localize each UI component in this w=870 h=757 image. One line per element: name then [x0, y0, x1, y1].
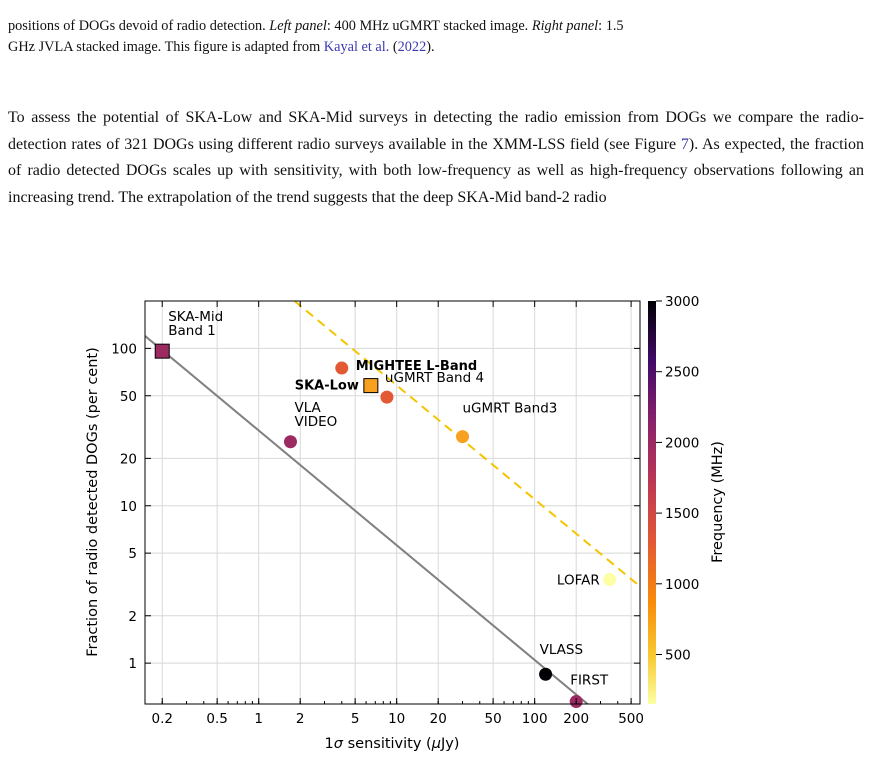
x-tick-label: 1 [254, 711, 263, 727]
fit-line-solid [145, 335, 590, 704]
point-label: uGMRT Band 4 [385, 370, 484, 386]
x-tick-label: 0.2 [151, 711, 172, 727]
point-circle [603, 572, 617, 586]
point-circle [283, 435, 297, 449]
x-tick-label: 500 [618, 711, 644, 727]
x-tick-label: 200 [563, 711, 589, 727]
x-tick-label: 10 [388, 711, 405, 727]
point-circle [335, 361, 349, 375]
citation-author-link[interactable]: Kayal et al. [323, 39, 390, 55]
point-label-2: VIDEO [294, 414, 337, 430]
colorbar-tick-label: 1000 [665, 577, 699, 593]
body-paragraph: To assess the potential of SKA-Low and S… [8, 109, 865, 206]
colorbar-tick-label: 500 [665, 648, 691, 664]
y-axis-ticks: 1 2 5 10 20 50 100 [111, 341, 640, 672]
y-tick-label: 100 [111, 341, 137, 357]
point-label: uGMRT Band3 [463, 401, 558, 417]
plot-frame [144, 300, 641, 705]
x-tick-label: 20 [430, 711, 447, 727]
point-circle [456, 430, 470, 444]
point-label: SKA-Mid [168, 309, 223, 325]
colorbar-tick-label: 1500 [665, 506, 699, 522]
grid-lines [145, 301, 640, 704]
x-tick-label: 100 [522, 711, 548, 727]
citation-year-link[interactable]: 2022 [397, 39, 427, 55]
caption-left-panel: Left panel [269, 18, 327, 34]
colorbar-label: Frequency (MHz) [710, 441, 726, 563]
y-tick-label: 50 [120, 389, 137, 405]
point-square [363, 378, 379, 394]
x-tick-label: 0.5 [206, 711, 227, 727]
caption-right-panel: Right panel [531, 18, 599, 34]
caption-line-1: positions of DOGs devoid of radio detect… [8, 18, 624, 34]
point-label: SKA-Low [295, 379, 359, 394]
x-axis-label: 1σ sensitivity (μJy) [325, 736, 460, 752]
colorbar-tick-label: 2000 [665, 435, 699, 451]
point-circle [539, 667, 553, 681]
y-tick-label: 10 [120, 499, 137, 515]
figure-reference-link[interactable]: 7 [680, 135, 689, 153]
point-label-2: Band 1 [168, 323, 216, 339]
point-label: VLASS [540, 642, 583, 658]
point-label: VLA [294, 400, 321, 416]
colorbar-ticks: 500 1000 1500 2000 2500 3000 [656, 294, 699, 664]
y-tick-label: 20 [120, 451, 137, 467]
x-tick-label: 5 [351, 711, 360, 727]
caption-line-2: GHz JVLA stacked image. This figure is a… [8, 39, 435, 55]
point-label: FIRST [570, 673, 609, 689]
x-axis-ticks: 0.2 0.5 1 2 5 10 20 50 100 200 500 [151, 301, 644, 727]
data-points [154, 343, 617, 709]
point-square [154, 343, 170, 359]
y-tick-label: 1 [128, 656, 137, 672]
point-label: LOFAR [557, 572, 600, 588]
colorbar [648, 301, 656, 704]
colorbar-tick-label: 3000 [665, 294, 699, 310]
y-axis-label: Fraction of radio detected DOGs (per cen… [85, 347, 101, 657]
x-tick-label: 50 [485, 711, 502, 727]
x-tick-label: 2 [296, 711, 305, 727]
colorbar-tick-label: 2500 [665, 365, 699, 381]
point-circle [380, 390, 394, 404]
y-tick-label: 5 [128, 546, 137, 562]
point-label: MIGHTEE L-Band [356, 359, 477, 374]
figure-caption: positions of DOGs devoid of radio detect… [8, 16, 864, 58]
y-tick-label: 2 [128, 609, 137, 625]
